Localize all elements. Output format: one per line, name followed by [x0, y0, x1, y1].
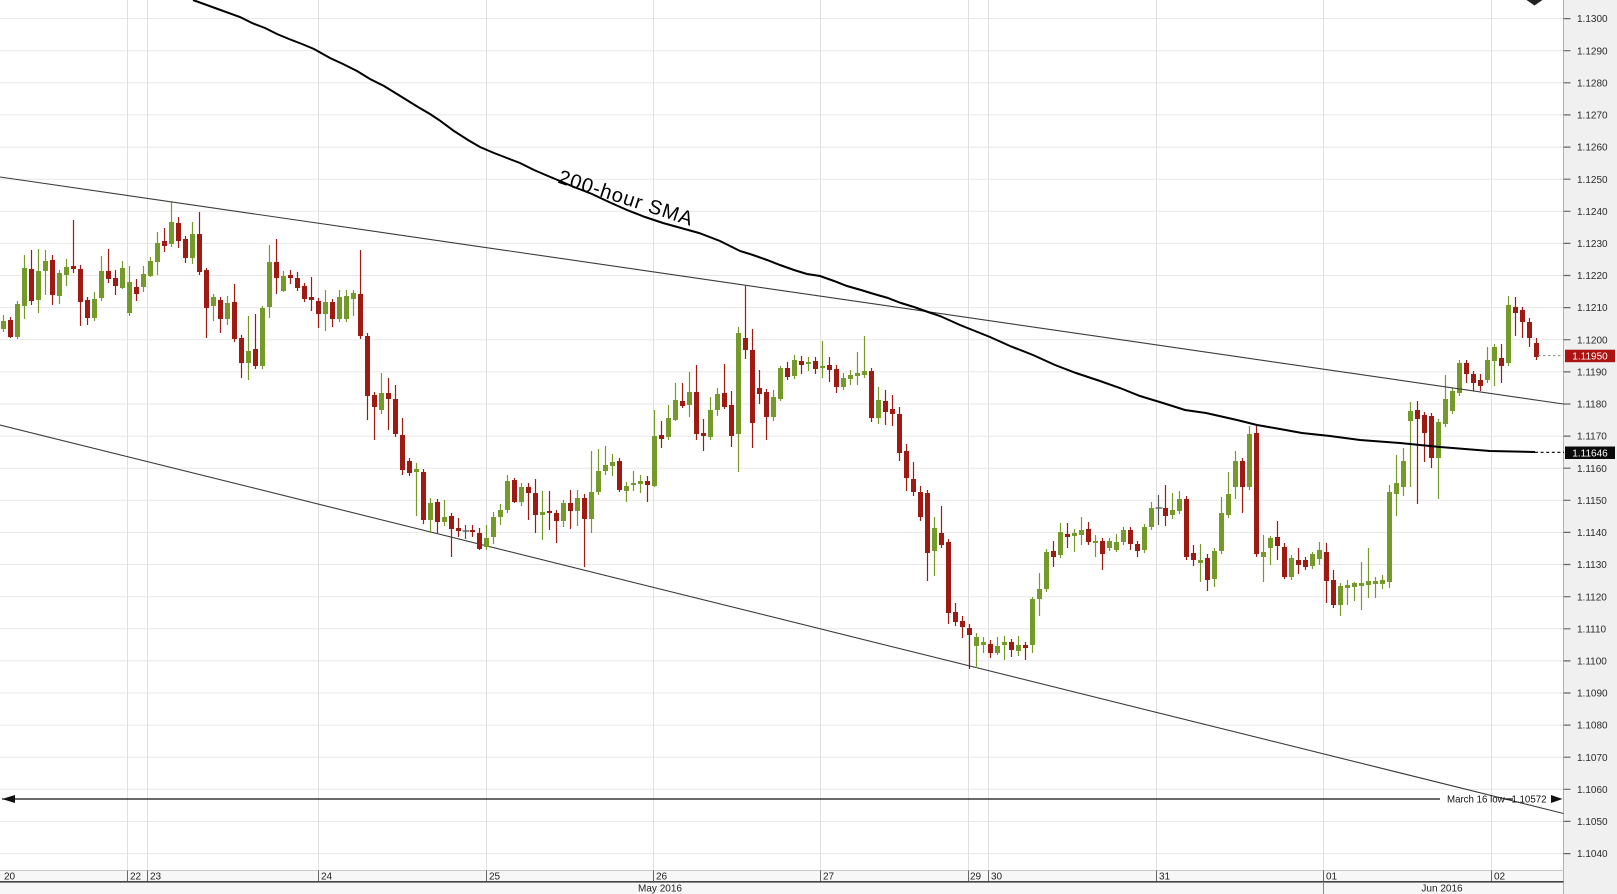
svg-text:1.1220: 1.1220 [1577, 271, 1608, 282]
svg-text:1.1140: 1.1140 [1577, 528, 1607, 539]
svg-text:March 16 low: March 16 low [1447, 795, 1506, 806]
svg-text:1.1060: 1.1060 [1577, 785, 1608, 796]
svg-text:1.1230: 1.1230 [1577, 239, 1608, 250]
svg-text:1.10572: 1.10572 [1511, 795, 1546, 806]
svg-text:1.1110: 1.1110 [1577, 624, 1607, 635]
svg-text:01: 01 [1326, 872, 1338, 883]
svg-text:1.1280: 1.1280 [1577, 78, 1608, 89]
svg-text:26: 26 [656, 872, 668, 883]
svg-text:1.1090: 1.1090 [1577, 689, 1608, 700]
svg-text:1.1150: 1.1150 [1577, 496, 1607, 507]
svg-text:1.1050: 1.1050 [1577, 817, 1608, 828]
svg-text:25: 25 [489, 872, 501, 883]
svg-text:1.1210: 1.1210 [1577, 303, 1608, 314]
svg-text:1.1170: 1.1170 [1577, 432, 1607, 443]
svg-text:1.11950: 1.11950 [1572, 352, 1608, 363]
svg-text:1.1250: 1.1250 [1577, 175, 1608, 186]
svg-text:1.1200: 1.1200 [1577, 335, 1608, 346]
svg-text:1.1180: 1.1180 [1577, 400, 1607, 411]
svg-text:31: 31 [1159, 872, 1171, 883]
svg-text:1.1080: 1.1080 [1577, 721, 1608, 732]
svg-text:24: 24 [321, 872, 333, 883]
svg-text:1.1130: 1.1130 [1577, 560, 1607, 571]
svg-text:Jun 2016: Jun 2016 [1421, 884, 1463, 894]
svg-text:1.1040: 1.1040 [1577, 849, 1608, 860]
svg-text:27: 27 [823, 872, 835, 883]
svg-text:02: 02 [1494, 872, 1506, 883]
svg-text:1.1290: 1.1290 [1577, 46, 1608, 57]
svg-text:1.11646: 1.11646 [1572, 448, 1608, 459]
svg-text:29: 29 [970, 872, 982, 883]
svg-text:30: 30 [991, 872, 1003, 883]
svg-text:May 2016: May 2016 [638, 884, 682, 894]
svg-text:1.1240: 1.1240 [1577, 207, 1608, 218]
svg-text:1.1190: 1.1190 [1577, 368, 1607, 379]
svg-text:1.1120: 1.1120 [1577, 592, 1607, 603]
svg-text:1.1270: 1.1270 [1577, 111, 1608, 122]
svg-text:1.1260: 1.1260 [1577, 143, 1608, 154]
svg-text:20: 20 [4, 872, 16, 883]
svg-text:1.1100: 1.1100 [1577, 657, 1607, 668]
svg-text:1.1070: 1.1070 [1577, 753, 1608, 764]
svg-text:1.1300: 1.1300 [1577, 14, 1608, 25]
svg-text:1.1160: 1.1160 [1577, 464, 1607, 475]
svg-text:22: 22 [130, 872, 142, 883]
svg-text:23: 23 [150, 872, 162, 883]
